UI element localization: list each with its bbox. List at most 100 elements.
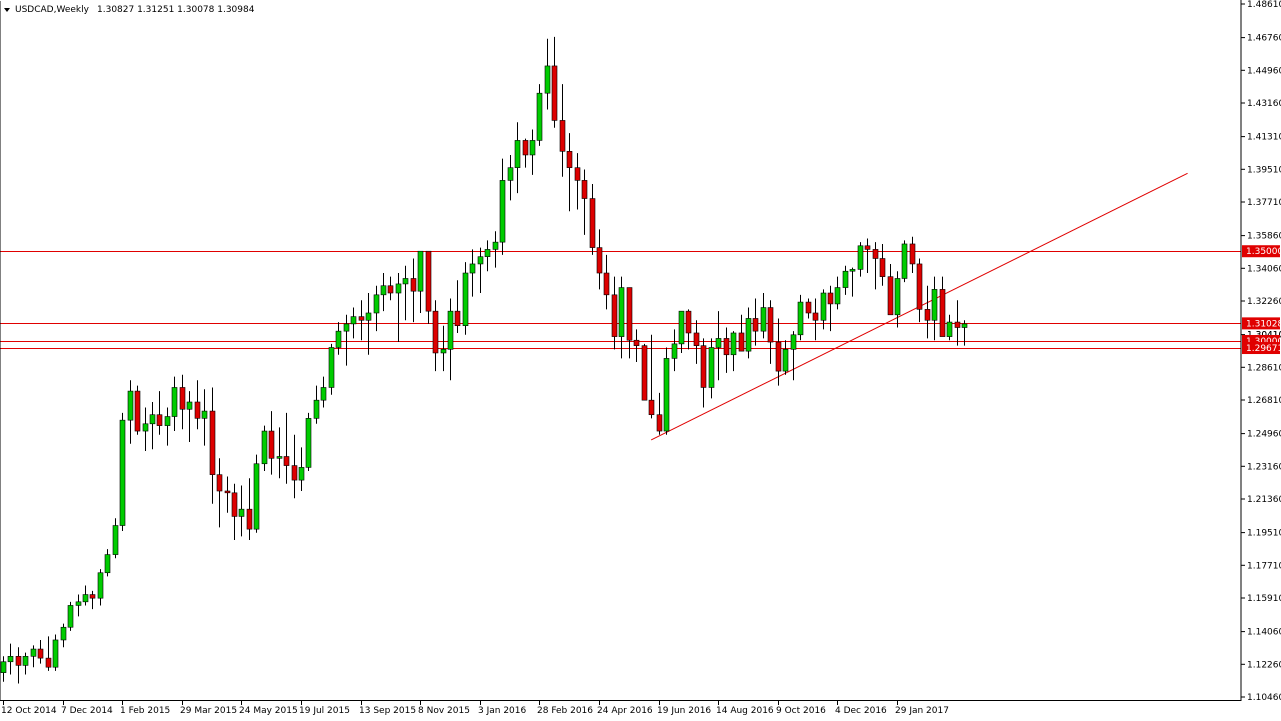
candle: [678, 310, 685, 353]
candle: [797, 294, 804, 341]
price-tick-label: 1.19510: [1247, 529, 1281, 539]
time-tick-label: 9 Oct 2016: [776, 706, 826, 716]
candle: [618, 276, 625, 359]
price-tick-label: 1.28610: [1247, 363, 1281, 373]
price-tick-label: 1.24960: [1247, 430, 1281, 440]
candle: [760, 293, 767, 339]
candle: [164, 407, 171, 446]
candle-body-up: [395, 283, 402, 294]
candle-body-down: [224, 490, 231, 494]
candle: [291, 434, 298, 499]
candle: [410, 258, 417, 323]
candle: [693, 320, 700, 364]
candle: [201, 389, 208, 446]
candle: [641, 343, 648, 401]
candle-body-up: [365, 312, 372, 321]
candle: [417, 250, 424, 313]
candle: [97, 569, 104, 606]
candle-body-down: [522, 140, 529, 156]
candle-body-up: [931, 289, 938, 321]
candle: [380, 273, 387, 312]
candle-body-up: [462, 272, 469, 327]
candle: [857, 242, 864, 277]
price-tick-label: 1.37710: [1247, 198, 1281, 208]
candle: [127, 380, 134, 444]
candle-body-up: [261, 430, 268, 465]
candle-body-up: [730, 332, 737, 356]
candle: [730, 331, 737, 372]
candle: [313, 385, 320, 424]
candle: [37, 639, 44, 664]
candle-body-down: [589, 198, 596, 248]
time-tick-label: 19 Jun 2016: [657, 706, 711, 716]
candle: [52, 634, 59, 671]
candle: [373, 285, 380, 332]
candle: [298, 447, 305, 492]
candle: [671, 329, 678, 372]
price-tick-label: 1.32260: [1247, 297, 1281, 307]
candle-body-up: [671, 343, 678, 359]
candle: [663, 347, 670, 435]
candle-body-up: [305, 418, 312, 468]
candle-body-down: [633, 339, 640, 346]
triangle-down-icon[interactable]: [4, 8, 10, 12]
candle: [358, 300, 365, 341]
candle-body-up: [298, 467, 305, 481]
candle: [75, 594, 82, 617]
candle-body-down: [15, 656, 22, 666]
candle: [522, 138, 529, 168]
candle: [112, 518, 119, 559]
candle: [633, 329, 640, 363]
candle: [231, 483, 238, 541]
candle-body-down: [410, 278, 417, 292]
price-tick-label: 1.46760: [1247, 34, 1281, 44]
candle: [954, 300, 961, 346]
candle: [738, 314, 745, 352]
candle-body-down: [37, 648, 44, 659]
candle-body-up: [328, 347, 335, 388]
candle: [477, 247, 484, 294]
candle-body-down: [827, 292, 834, 305]
candle-body-up: [186, 401, 193, 410]
candle: [67, 601, 74, 631]
candle: [611, 276, 618, 350]
price-line-label-box: [1242, 245, 1280, 258]
candle-body-up: [507, 167, 514, 181]
candle: [261, 425, 268, 472]
candle-body-down: [872, 249, 879, 259]
candle-body-down: [209, 410, 216, 475]
candle-body-down: [626, 287, 633, 341]
candle-body-up: [112, 525, 119, 555]
candle: [328, 343, 335, 395]
candle: [849, 267, 856, 297]
candle-body-up: [30, 648, 37, 657]
candle-body-down: [134, 390, 141, 432]
candle-body-down: [656, 414, 663, 432]
candle: [745, 307, 752, 359]
candle-body-down: [611, 294, 618, 337]
candle: [752, 298, 759, 346]
candle-body-up: [499, 180, 506, 243]
candle-body-up: [894, 278, 901, 316]
candle-body-down: [939, 289, 946, 337]
candle: [350, 307, 357, 339]
time-axis[interactable]: 12 Oct 2014 7 Dec 2014 1 Feb 2015 29 Mar 20…: [1, 700, 949, 716]
candle-body-down: [454, 310, 461, 327]
candle: [812, 298, 819, 341]
price-tick-label: 1.44960: [1247, 66, 1281, 76]
candle-body-up: [97, 572, 104, 599]
time-tick-label: 29 Mar 2015: [180, 706, 237, 716]
candle: [387, 276, 394, 301]
price-tick-label: 1.23160: [1247, 462, 1281, 472]
candle-body-up: [67, 605, 74, 628]
candle-body-down: [581, 180, 588, 199]
candle: [775, 318, 782, 386]
candle: [15, 647, 22, 684]
candle-body-up: [484, 249, 491, 257]
candle-body-down: [283, 456, 290, 466]
candle-body-down: [268, 430, 275, 459]
candle: [402, 265, 409, 321]
candle: [566, 133, 573, 212]
candle-body-up: [961, 323, 968, 328]
